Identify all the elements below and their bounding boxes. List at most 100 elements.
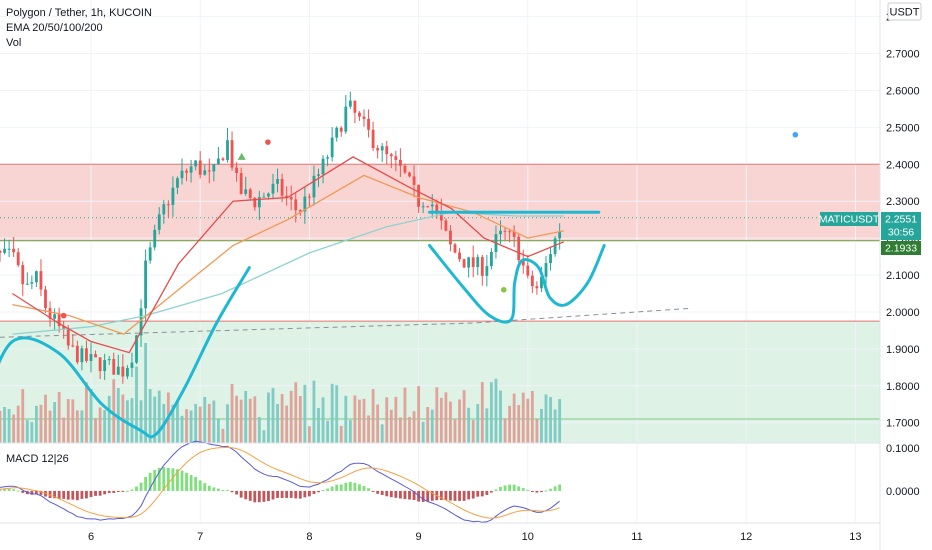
macd-histogram-bar xyxy=(344,482,348,491)
macd-histogram-bar xyxy=(489,490,493,493)
candle-body xyxy=(458,252,461,260)
chart-title[interactable]: Polygon / Tether, 1h, KUCOIN xyxy=(6,7,152,19)
volume-bar xyxy=(380,424,384,443)
macd-histogram-bar xyxy=(267,490,270,501)
candle-body xyxy=(453,244,457,253)
ema-legend[interactable]: EMA 20/50/100/200 xyxy=(6,22,103,34)
candle-body xyxy=(326,157,330,159)
volume-bar xyxy=(0,410,2,443)
volume-bar xyxy=(153,396,157,443)
candle-body xyxy=(235,167,239,174)
candle-body xyxy=(471,257,475,267)
volume-bar xyxy=(39,404,43,443)
volume-bar xyxy=(321,397,325,443)
macd-histogram-bar xyxy=(353,482,357,491)
macd-histogram-bar xyxy=(248,490,252,501)
candle-body xyxy=(34,271,38,283)
macd-histogram-bar xyxy=(394,490,398,498)
macd-histogram-bar xyxy=(3,488,6,491)
volume-bar xyxy=(453,419,457,443)
volume-bar xyxy=(185,409,188,443)
macd-histogram-bar xyxy=(289,490,293,498)
candle-body xyxy=(194,160,198,167)
signal-dot xyxy=(265,139,271,145)
candle-body xyxy=(394,156,398,160)
volume-bar xyxy=(221,428,225,443)
candle-body xyxy=(489,251,493,267)
time-tick-label: 12 xyxy=(740,531,752,543)
candle-body xyxy=(298,210,302,212)
signal-dot xyxy=(60,312,67,319)
volume-bar xyxy=(7,409,11,443)
volume-bar xyxy=(526,398,530,443)
volume-bar xyxy=(503,418,507,443)
candle-body xyxy=(307,196,311,198)
volume-legend[interactable]: Vol xyxy=(6,37,22,49)
macd-histogram-bar xyxy=(312,490,316,494)
candle-body xyxy=(421,206,425,208)
candle-body xyxy=(449,230,452,245)
macd-histogram-bar xyxy=(503,485,507,491)
candle-body xyxy=(535,286,539,289)
pattern-drawings xyxy=(0,210,606,439)
candle-body xyxy=(444,220,448,231)
candle-body xyxy=(367,118,370,130)
volume-bar xyxy=(57,392,61,443)
currency-label[interactable]: USDT xyxy=(890,7,920,19)
macd-histogram-bar xyxy=(103,490,107,495)
volume-bar xyxy=(267,392,270,443)
candle-body xyxy=(71,345,75,347)
candle-body xyxy=(171,187,175,205)
macd-histogram-bar xyxy=(512,484,516,491)
macd-histogram-bar xyxy=(444,490,448,501)
macd-histogram-bar xyxy=(39,490,43,495)
volume-bar xyxy=(535,419,539,443)
macd-legend[interactable]: MACD 12|26 xyxy=(6,453,69,465)
candle-body xyxy=(385,146,389,155)
macd-histogram-bar xyxy=(235,490,239,495)
time-tick-label: 6 xyxy=(88,531,94,543)
candle-body xyxy=(189,166,193,173)
volume-bar xyxy=(212,400,216,443)
volume-bar xyxy=(94,417,97,443)
macd-histogram-bar xyxy=(7,488,11,491)
candle-body xyxy=(207,170,211,172)
volume-bar xyxy=(353,395,357,443)
volume-bar xyxy=(376,404,380,443)
candle-body xyxy=(276,178,279,184)
volume-bar xyxy=(280,394,284,443)
macd-histogram-bar xyxy=(280,490,284,498)
volume-bar xyxy=(540,408,543,443)
candle-body xyxy=(317,174,320,176)
volume-bar xyxy=(244,390,248,443)
price-tick-label: 2.6000 xyxy=(886,85,920,97)
macd-histogram-bar xyxy=(107,490,111,493)
volume-bar xyxy=(276,404,279,443)
macd-histogram-bar xyxy=(389,490,393,498)
volume-bar xyxy=(289,390,293,443)
macd-histogram-bar xyxy=(521,488,525,491)
volume-bar xyxy=(371,389,375,443)
candle-body xyxy=(339,127,343,132)
volume-bar xyxy=(230,383,234,443)
candle-body xyxy=(362,116,366,119)
macd-histogram-bar xyxy=(367,488,370,491)
macd-histogram-bar xyxy=(98,490,102,496)
volume-bar xyxy=(248,398,252,443)
volume-bar xyxy=(180,415,184,443)
ema20-line xyxy=(12,156,565,354)
candle-body xyxy=(125,367,129,377)
macd-histogram-bar xyxy=(526,489,530,491)
macd-histogram-bar xyxy=(112,490,116,493)
candle-body xyxy=(485,266,489,276)
volume-bar xyxy=(157,390,161,443)
macd-histogram-bar xyxy=(262,490,266,502)
volume-bar xyxy=(476,404,480,443)
volume-bar xyxy=(53,402,57,443)
time-tick-label: 7 xyxy=(197,531,203,543)
macd-histogram-bar xyxy=(335,484,339,491)
volume-bar xyxy=(485,408,489,443)
candle-body xyxy=(144,260,148,309)
volume-bar xyxy=(103,410,107,443)
